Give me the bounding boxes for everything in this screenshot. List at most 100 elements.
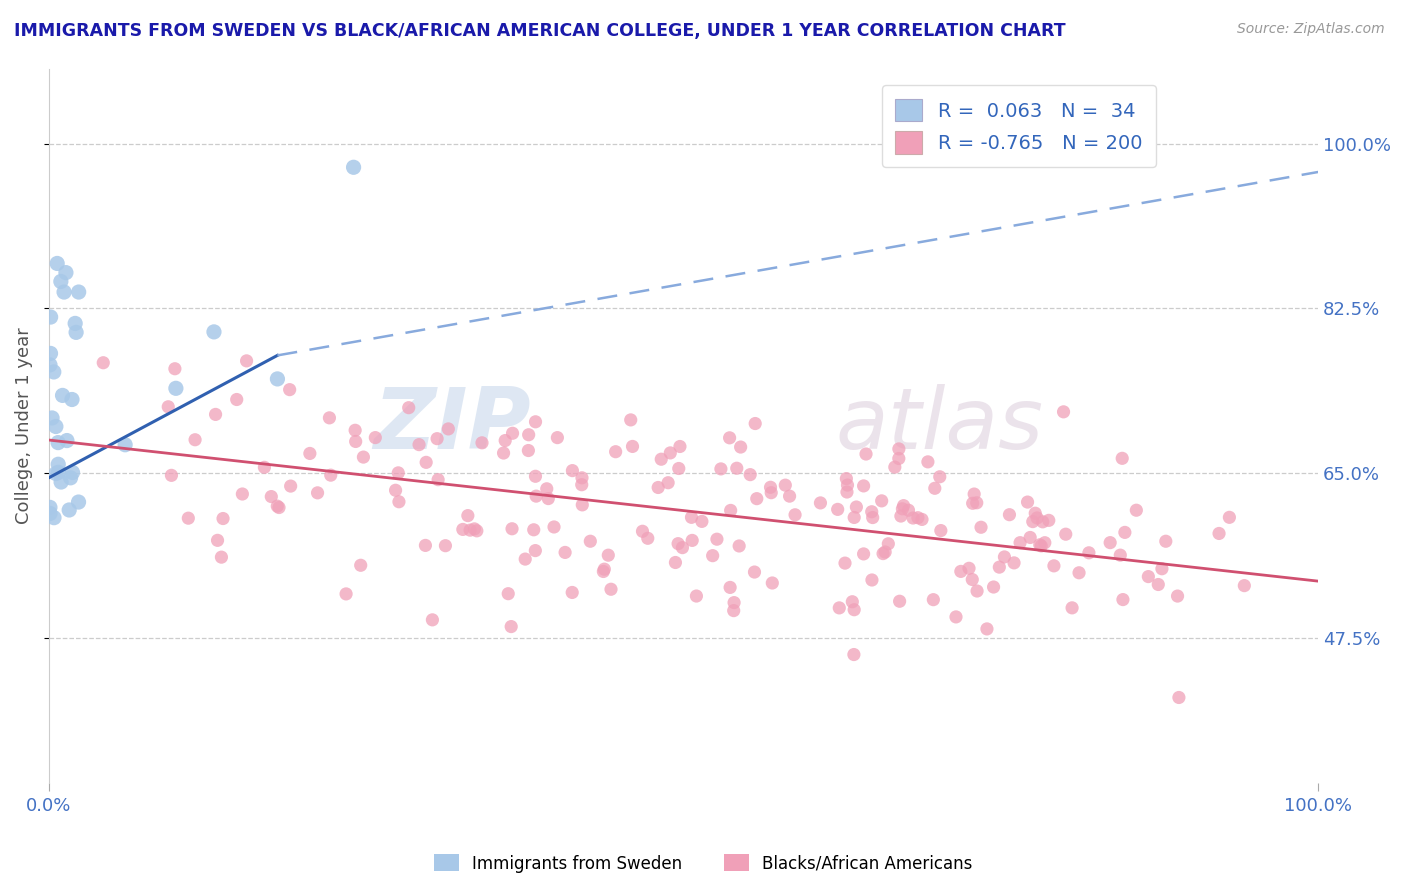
Point: [1167, 589, 1189, 603]
Point: [889, 594, 911, 608]
Point: [928, 470, 950, 484]
Point: [62, 466, 84, 480]
Point: [49, 275, 72, 289]
Point: [561, 585, 583, 599]
Point: [1032, 515, 1054, 529]
Point: [177, 511, 200, 525]
Point: [901, 511, 924, 525]
Point: [342, 161, 364, 175]
Point: [685, 589, 707, 603]
Point: [835, 485, 858, 500]
Point: [835, 472, 858, 486]
Point: [957, 561, 980, 575]
Point: [157, 400, 180, 414]
Point: [1150, 562, 1173, 576]
Point: [426, 432, 449, 446]
Point: [966, 584, 988, 599]
Point: [744, 565, 766, 579]
Point: [266, 372, 288, 386]
Point: [1052, 405, 1074, 419]
Point: [225, 392, 247, 407]
Point: [45, 419, 67, 434]
Point: [39, 507, 62, 521]
Point: [280, 479, 302, 493]
Point: [681, 510, 703, 524]
Point: [267, 500, 290, 515]
Point: [860, 505, 883, 519]
Point: [852, 479, 875, 493]
Point: [352, 450, 374, 464]
Point: [1022, 515, 1045, 529]
Point: [202, 325, 225, 339]
Point: [492, 446, 515, 460]
Point: [844, 603, 866, 617]
Point: [945, 610, 967, 624]
Point: [1147, 577, 1170, 591]
Point: [1112, 592, 1135, 607]
Point: [204, 408, 226, 422]
Point: [706, 532, 728, 546]
Point: [647, 481, 669, 495]
Point: [593, 562, 616, 576]
Point: [827, 502, 849, 516]
Point: [501, 522, 523, 536]
Point: [260, 490, 283, 504]
Point: [1077, 546, 1099, 560]
Point: [235, 354, 257, 368]
Point: [877, 537, 900, 551]
Point: [387, 466, 409, 480]
Point: [253, 460, 276, 475]
Point: [621, 439, 644, 453]
Point: [60, 392, 83, 407]
Point: [318, 410, 340, 425]
Point: [862, 510, 884, 524]
Point: [907, 510, 929, 524]
Point: [922, 592, 945, 607]
Point: [842, 648, 865, 662]
Point: [46, 256, 69, 270]
Point: [48, 465, 70, 479]
Point: [681, 533, 703, 548]
Point: [231, 487, 253, 501]
Point: [998, 508, 1021, 522]
Point: [427, 473, 450, 487]
Point: [536, 482, 558, 496]
Point: [571, 498, 593, 512]
Point: [1033, 535, 1056, 549]
Point: [728, 539, 751, 553]
Point: [988, 560, 1011, 574]
Point: [723, 596, 745, 610]
Point: [65, 326, 87, 340]
Point: [1017, 495, 1039, 509]
Point: [845, 500, 868, 514]
Point: [1208, 526, 1230, 541]
Point: [872, 547, 894, 561]
Point: [160, 468, 183, 483]
Point: [437, 422, 460, 436]
Point: [165, 381, 187, 395]
Point: [1167, 690, 1189, 705]
Point: [1054, 527, 1077, 541]
Point: [718, 431, 741, 445]
Point: [841, 595, 863, 609]
Point: [834, 556, 856, 570]
Point: [659, 446, 682, 460]
Legend: Immigrants from Sweden, Blacks/African Americans: Immigrants from Sweden, Blacks/African A…: [427, 847, 979, 880]
Point: [1062, 600, 1084, 615]
Point: [917, 455, 939, 469]
Point: [1067, 566, 1090, 580]
Point: [1031, 539, 1053, 553]
Point: [58, 503, 80, 517]
Point: [41, 411, 63, 425]
Point: [46, 457, 69, 471]
Point: [852, 547, 875, 561]
Point: [761, 485, 783, 500]
Point: [744, 417, 766, 431]
Point: [710, 462, 733, 476]
Point: [1218, 510, 1240, 524]
Point: [91, 356, 114, 370]
Point: [1029, 538, 1052, 552]
Point: [1109, 548, 1132, 562]
Point: [666, 536, 689, 550]
Point: [571, 477, 593, 491]
